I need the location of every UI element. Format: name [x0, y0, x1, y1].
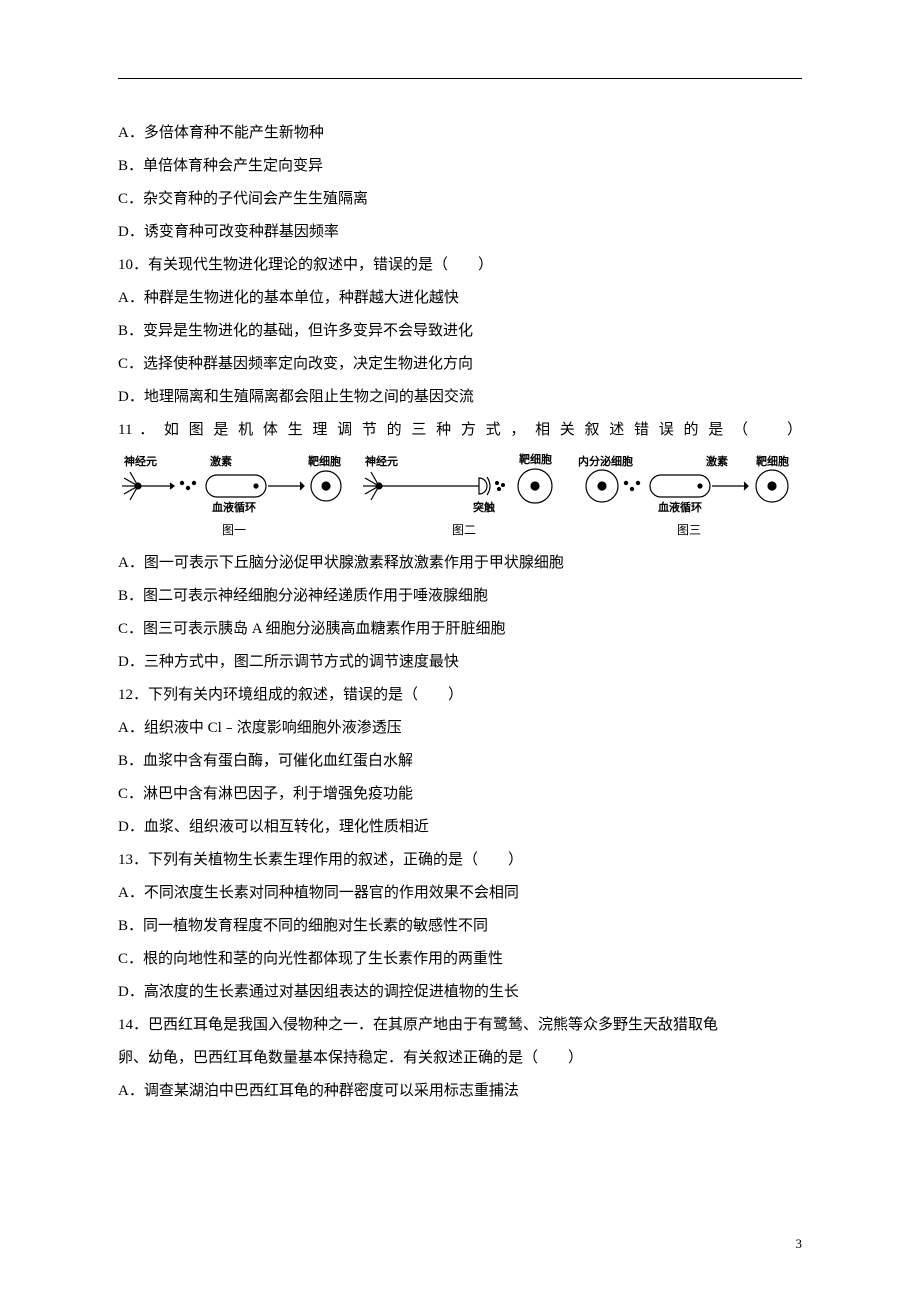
label-target: 靶细胞 [308, 454, 341, 468]
caption-2: 图二 [452, 517, 476, 543]
q14-a: A．调查某湖泊中巴西红耳龟的种群密度可以采用标志重捕法 [118, 1075, 802, 1108]
q11-a: A．图一可表示下丘脑分泌促甲状腺激素释放激素作用于甲状腺细胞 [118, 547, 802, 580]
q13-b: B．同一植物发育程度不同的细胞对生长素的敏感性不同 [118, 910, 802, 943]
option-b: B．单倍体育种会产生定向变异 [118, 150, 802, 183]
option-d: D．诱变育种可改变种群基因频率 [118, 216, 802, 249]
label-target-3: 靶细胞 [756, 454, 789, 468]
label-hormone: 激素 [210, 454, 232, 468]
content: A．多倍体育种不能产生新物种 B．单倍体育种会产生定向变异 C．杂交育种的子代间… [118, 79, 802, 1108]
q14-stem-line2: 卵、幼龟，巴西红耳龟数量基本保持稳定．有关叙述正确的是（ ） [118, 1042, 802, 1075]
q14-stem-line1: 14．巴西红耳龟是我国入侵物种之一．在其原产地由于有鹭鸶、浣熊等众多野生天敌猎取… [118, 1009, 802, 1042]
label-hormone-3: 激素 [706, 454, 728, 468]
q11-diagram: 神经元 激素 靶细胞 血液循环 图一 [118, 453, 800, 543]
q10-stem: 10．有关现代生物进化理论的叙述中，错误的是（ ） [118, 249, 802, 282]
label-synapse: 突触 [473, 500, 495, 514]
caption-3: 图三 [677, 517, 701, 543]
label-target-2: 靶细胞 [519, 453, 552, 466]
label-neuron-2: 神经元 [365, 454, 398, 468]
diagram-2-svg: 神经元 靶细胞 突触 [359, 453, 569, 515]
label-endocrine: 内分泌细胞 [578, 454, 633, 468]
q11-stem: 11 ． 如 图 是 机 体 生 理 调 节 的 三 种 方 式 ， 相 关 叙… [118, 414, 802, 447]
q12-stem: 12．下列有关内环境组成的叙述，错误的是（ ） [118, 679, 802, 712]
diagram-3-svg: 内分泌细胞 激素 靶细胞 血液循环 [578, 453, 800, 515]
q13-a: A．不同浓度生长素对同种植物同一器官的作用效果不会相同 [118, 877, 802, 910]
q13-stem: 13．下列有关植物生长素生理作用的叙述，正确的是（ ） [118, 844, 802, 877]
diagram-panel-1: 神经元 激素 靶细胞 血液循环 图一 [118, 453, 350, 543]
diagram-panel-2: 神经元 靶细胞 突触 图二 [359, 453, 569, 543]
label-loop: 血液循环 [212, 500, 256, 514]
diagram-panel-3: 内分泌细胞 激素 靶细胞 血液循环 图三 [578, 453, 800, 543]
q12-a: A．组织液中 Cl﹣浓度影响细胞外液渗透压 [118, 712, 802, 745]
q12-c: C．淋巴中含有淋巴因子，利于增强免疫功能 [118, 778, 802, 811]
q11-b: B．图二可表示神经细胞分泌神经递质作用于唾液腺细胞 [118, 580, 802, 613]
q10-b: B．变异是生物进化的基础，但许多变异不会导致进化 [118, 315, 802, 348]
q13-d: D．高浓度的生长素通过对基因组表达的调控促进植物的生长 [118, 976, 802, 1009]
label-loop-3: 血液循环 [658, 500, 702, 514]
caption-1: 图一 [222, 517, 246, 543]
q12-d: D．血浆、组织液可以相互转化，理化性质相近 [118, 811, 802, 844]
q12-b: B．血浆中含有蛋白酶，可催化血红蛋白水解 [118, 745, 802, 778]
q10-c: C．选择使种群基因频率定向改变，决定生物进化方向 [118, 348, 802, 381]
q11-d: D．三种方式中，图二所示调节方式的调节速度最快 [118, 646, 802, 679]
q13-c: C．根的向地性和茎的向光性都体现了生长素作用的两重性 [118, 943, 802, 976]
page-number: 3 [796, 1236, 803, 1252]
page: A．多倍体育种不能产生新物种 B．单倍体育种会产生定向变异 C．杂交育种的子代间… [0, 0, 920, 1302]
diagram-1-svg: 神经元 激素 靶细胞 血液循环 [118, 453, 350, 515]
q10-d: D．地理隔离和生殖隔离都会阻止生物之间的基因交流 [118, 381, 802, 414]
q10-a: A．种群是生物进化的基本单位，种群越大进化越快 [118, 282, 802, 315]
label-neuron: 神经元 [124, 454, 157, 468]
q11-c: C．图三可表示胰岛 A 细胞分泌胰高血糖素作用于肝脏细胞 [118, 613, 802, 646]
option-a: A．多倍体育种不能产生新物种 [118, 117, 802, 150]
option-c: C．杂交育种的子代间会产生生殖隔离 [118, 183, 802, 216]
